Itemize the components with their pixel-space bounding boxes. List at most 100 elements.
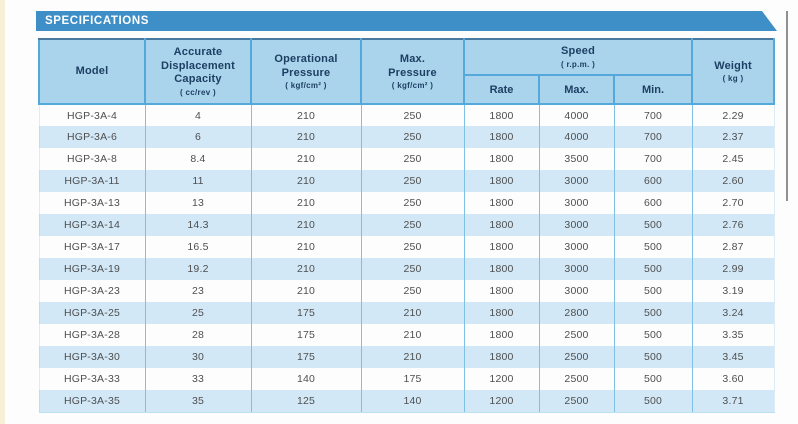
cell-speed-rate: 1200 bbox=[463, 390, 540, 413]
cell-speed-max: 3000 bbox=[538, 214, 615, 236]
cell-operational-pressure: 175 bbox=[250, 346, 362, 368]
header-speed-max: Max. bbox=[538, 74, 615, 105]
cell-displacement-capacity: 4 bbox=[144, 104, 252, 126]
cell-speed-rate: 1800 bbox=[463, 302, 540, 324]
header-capacity-unit: ( cc/rev ) bbox=[180, 87, 216, 97]
header-speed-label: Speed bbox=[561, 45, 596, 58]
cell-speed-rate: 1800 bbox=[463, 104, 540, 126]
cell-displacement-capacity: 14.3 bbox=[144, 214, 252, 236]
table-row: HGP-3A-23 23 210 250 1800 3000 500 3.19 bbox=[38, 280, 775, 302]
cell-operational-pressure: 210 bbox=[250, 126, 362, 148]
cell-weight: 2.45 bbox=[691, 148, 775, 170]
cell-speed-max: 2800 bbox=[538, 302, 615, 324]
header-capacity-label: Accurate Displacement Capacity bbox=[161, 46, 235, 86]
cell-model: HGP-3A-35 bbox=[38, 390, 146, 413]
header-speed-min: Min. bbox=[612, 74, 694, 105]
cell-speed-min: 600 bbox=[613, 170, 693, 192]
header-max-pressure: Max. Pressure ( kgf/cm² ) bbox=[360, 38, 465, 105]
cell-max-pressure: 250 bbox=[360, 104, 465, 126]
cell-operational-pressure: 210 bbox=[250, 104, 362, 126]
header-displacement-capacity: Accurate Displacement Capacity ( cc/rev … bbox=[144, 38, 252, 105]
cell-speed-max: 4000 bbox=[538, 126, 615, 148]
cell-weight: 2.37 bbox=[691, 126, 775, 148]
cell-speed-max: 4000 bbox=[538, 104, 615, 126]
cell-operational-pressure: 125 bbox=[250, 390, 362, 413]
table-row: HGP-3A-8 8.4 210 250 1800 3500 700 2.45 bbox=[38, 148, 775, 170]
cell-model: HGP-3A-23 bbox=[38, 280, 146, 302]
cell-model: HGP-3A-17 bbox=[38, 236, 146, 258]
cell-speed-rate: 1800 bbox=[463, 126, 540, 148]
cell-speed-rate: 1800 bbox=[463, 258, 540, 280]
cell-weight: 3.35 bbox=[691, 324, 775, 346]
cell-speed-min: 500 bbox=[613, 324, 693, 346]
cell-speed-min: 500 bbox=[613, 368, 693, 390]
cell-weight: 3.45 bbox=[691, 346, 775, 368]
cell-displacement-capacity: 16.5 bbox=[144, 236, 252, 258]
cell-speed-min: 500 bbox=[613, 280, 693, 302]
specifications-banner: SPECIFICATIONS bbox=[36, 11, 777, 31]
cell-speed-min: 700 bbox=[613, 126, 693, 148]
cell-displacement-capacity: 35 bbox=[144, 390, 252, 413]
cell-weight: 3.24 bbox=[691, 302, 775, 324]
cell-operational-pressure: 210 bbox=[250, 148, 362, 170]
table-row: HGP-3A-19 19.2 210 250 1800 3000 500 2.99 bbox=[38, 258, 775, 280]
cell-displacement-capacity: 13 bbox=[144, 192, 252, 214]
header-weight-unit: ( kg ) bbox=[722, 74, 744, 84]
cell-operational-pressure: 140 bbox=[250, 368, 362, 390]
cell-max-pressure: 250 bbox=[360, 148, 465, 170]
cell-speed-min: 500 bbox=[613, 302, 693, 324]
table-row: HGP-3A-6 6 210 250 1800 4000 700 2.37 bbox=[38, 126, 775, 148]
cell-weight: 3.71 bbox=[691, 390, 775, 413]
cell-max-pressure: 210 bbox=[360, 324, 465, 346]
specifications-table: Model Accurate Displacement Capacity ( c… bbox=[38, 38, 776, 413]
cell-displacement-capacity: 28 bbox=[144, 324, 252, 346]
header-operational-pressure: Operational Pressure ( kgf/cm² ) bbox=[250, 38, 362, 105]
cell-speed-max: 3000 bbox=[538, 192, 615, 214]
cell-model: HGP-3A-28 bbox=[38, 324, 146, 346]
header-model: Model bbox=[38, 38, 146, 105]
header-model-label: Model bbox=[75, 64, 109, 77]
table-row: HGP-3A-28 28 175 210 1800 2500 500 3.35 bbox=[38, 324, 775, 346]
cell-speed-min: 500 bbox=[613, 214, 693, 236]
table-row: HGP-3A-13 13 210 250 1800 3000 600 2.70 bbox=[38, 192, 775, 214]
cell-speed-max: 3000 bbox=[538, 280, 615, 302]
cell-speed-max: 2500 bbox=[538, 346, 615, 368]
cell-max-pressure: 250 bbox=[360, 170, 465, 192]
cell-speed-max: 3000 bbox=[538, 236, 615, 258]
cell-speed-max: 2500 bbox=[538, 324, 615, 346]
cell-speed-rate: 1800 bbox=[463, 346, 540, 368]
cell-weight: 2.29 bbox=[691, 104, 775, 126]
cell-displacement-capacity: 33 bbox=[144, 368, 252, 390]
cell-weight: 2.99 bbox=[691, 258, 775, 280]
cell-weight: 3.19 bbox=[691, 280, 775, 302]
header-speed-group: Speed ( r.p.m. ) bbox=[462, 38, 694, 76]
page-edge-scan-line bbox=[786, 11, 788, 201]
cell-model: HGP-3A-25 bbox=[38, 302, 146, 324]
cell-speed-max: 3000 bbox=[538, 170, 615, 192]
header-weight-label: Weight bbox=[714, 59, 752, 72]
cell-displacement-capacity: 25 bbox=[144, 302, 252, 324]
header-max-pressure-label: Max. Pressure bbox=[388, 53, 437, 79]
table-row: HGP-3A-17 16.5 210 250 1800 3000 500 2.87 bbox=[38, 236, 775, 258]
cell-operational-pressure: 210 bbox=[250, 236, 362, 258]
cell-model: HGP-3A-8 bbox=[38, 148, 146, 170]
cell-max-pressure: 210 bbox=[360, 346, 465, 368]
cell-displacement-capacity: 23 bbox=[144, 280, 252, 302]
cell-operational-pressure: 175 bbox=[250, 324, 362, 346]
cell-speed-max: 2500 bbox=[538, 390, 615, 413]
cell-model: HGP-3A-30 bbox=[38, 346, 146, 368]
cell-max-pressure: 250 bbox=[360, 258, 465, 280]
cell-max-pressure: 140 bbox=[360, 390, 465, 413]
cell-speed-rate: 1800 bbox=[463, 214, 540, 236]
cell-displacement-capacity: 30 bbox=[144, 346, 252, 368]
cell-operational-pressure: 210 bbox=[250, 280, 362, 302]
header-weight: Weight ( kg ) bbox=[691, 38, 776, 105]
cell-model: HGP-3A-4 bbox=[38, 104, 146, 126]
cell-speed-min: 600 bbox=[613, 192, 693, 214]
page-left-margin-strip bbox=[0, 0, 5, 424]
table-body: HGP-3A-4 4 210 250 1800 4000 700 2.29 HGP-3A-6 6 2… bbox=[38, 104, 775, 413]
header-speed-unit: ( r.p.m. ) bbox=[560, 59, 596, 69]
cell-max-pressure: 250 bbox=[360, 280, 465, 302]
table-row: HGP-3A-4 4 210 250 1800 4000 700 2.29 bbox=[38, 104, 775, 126]
